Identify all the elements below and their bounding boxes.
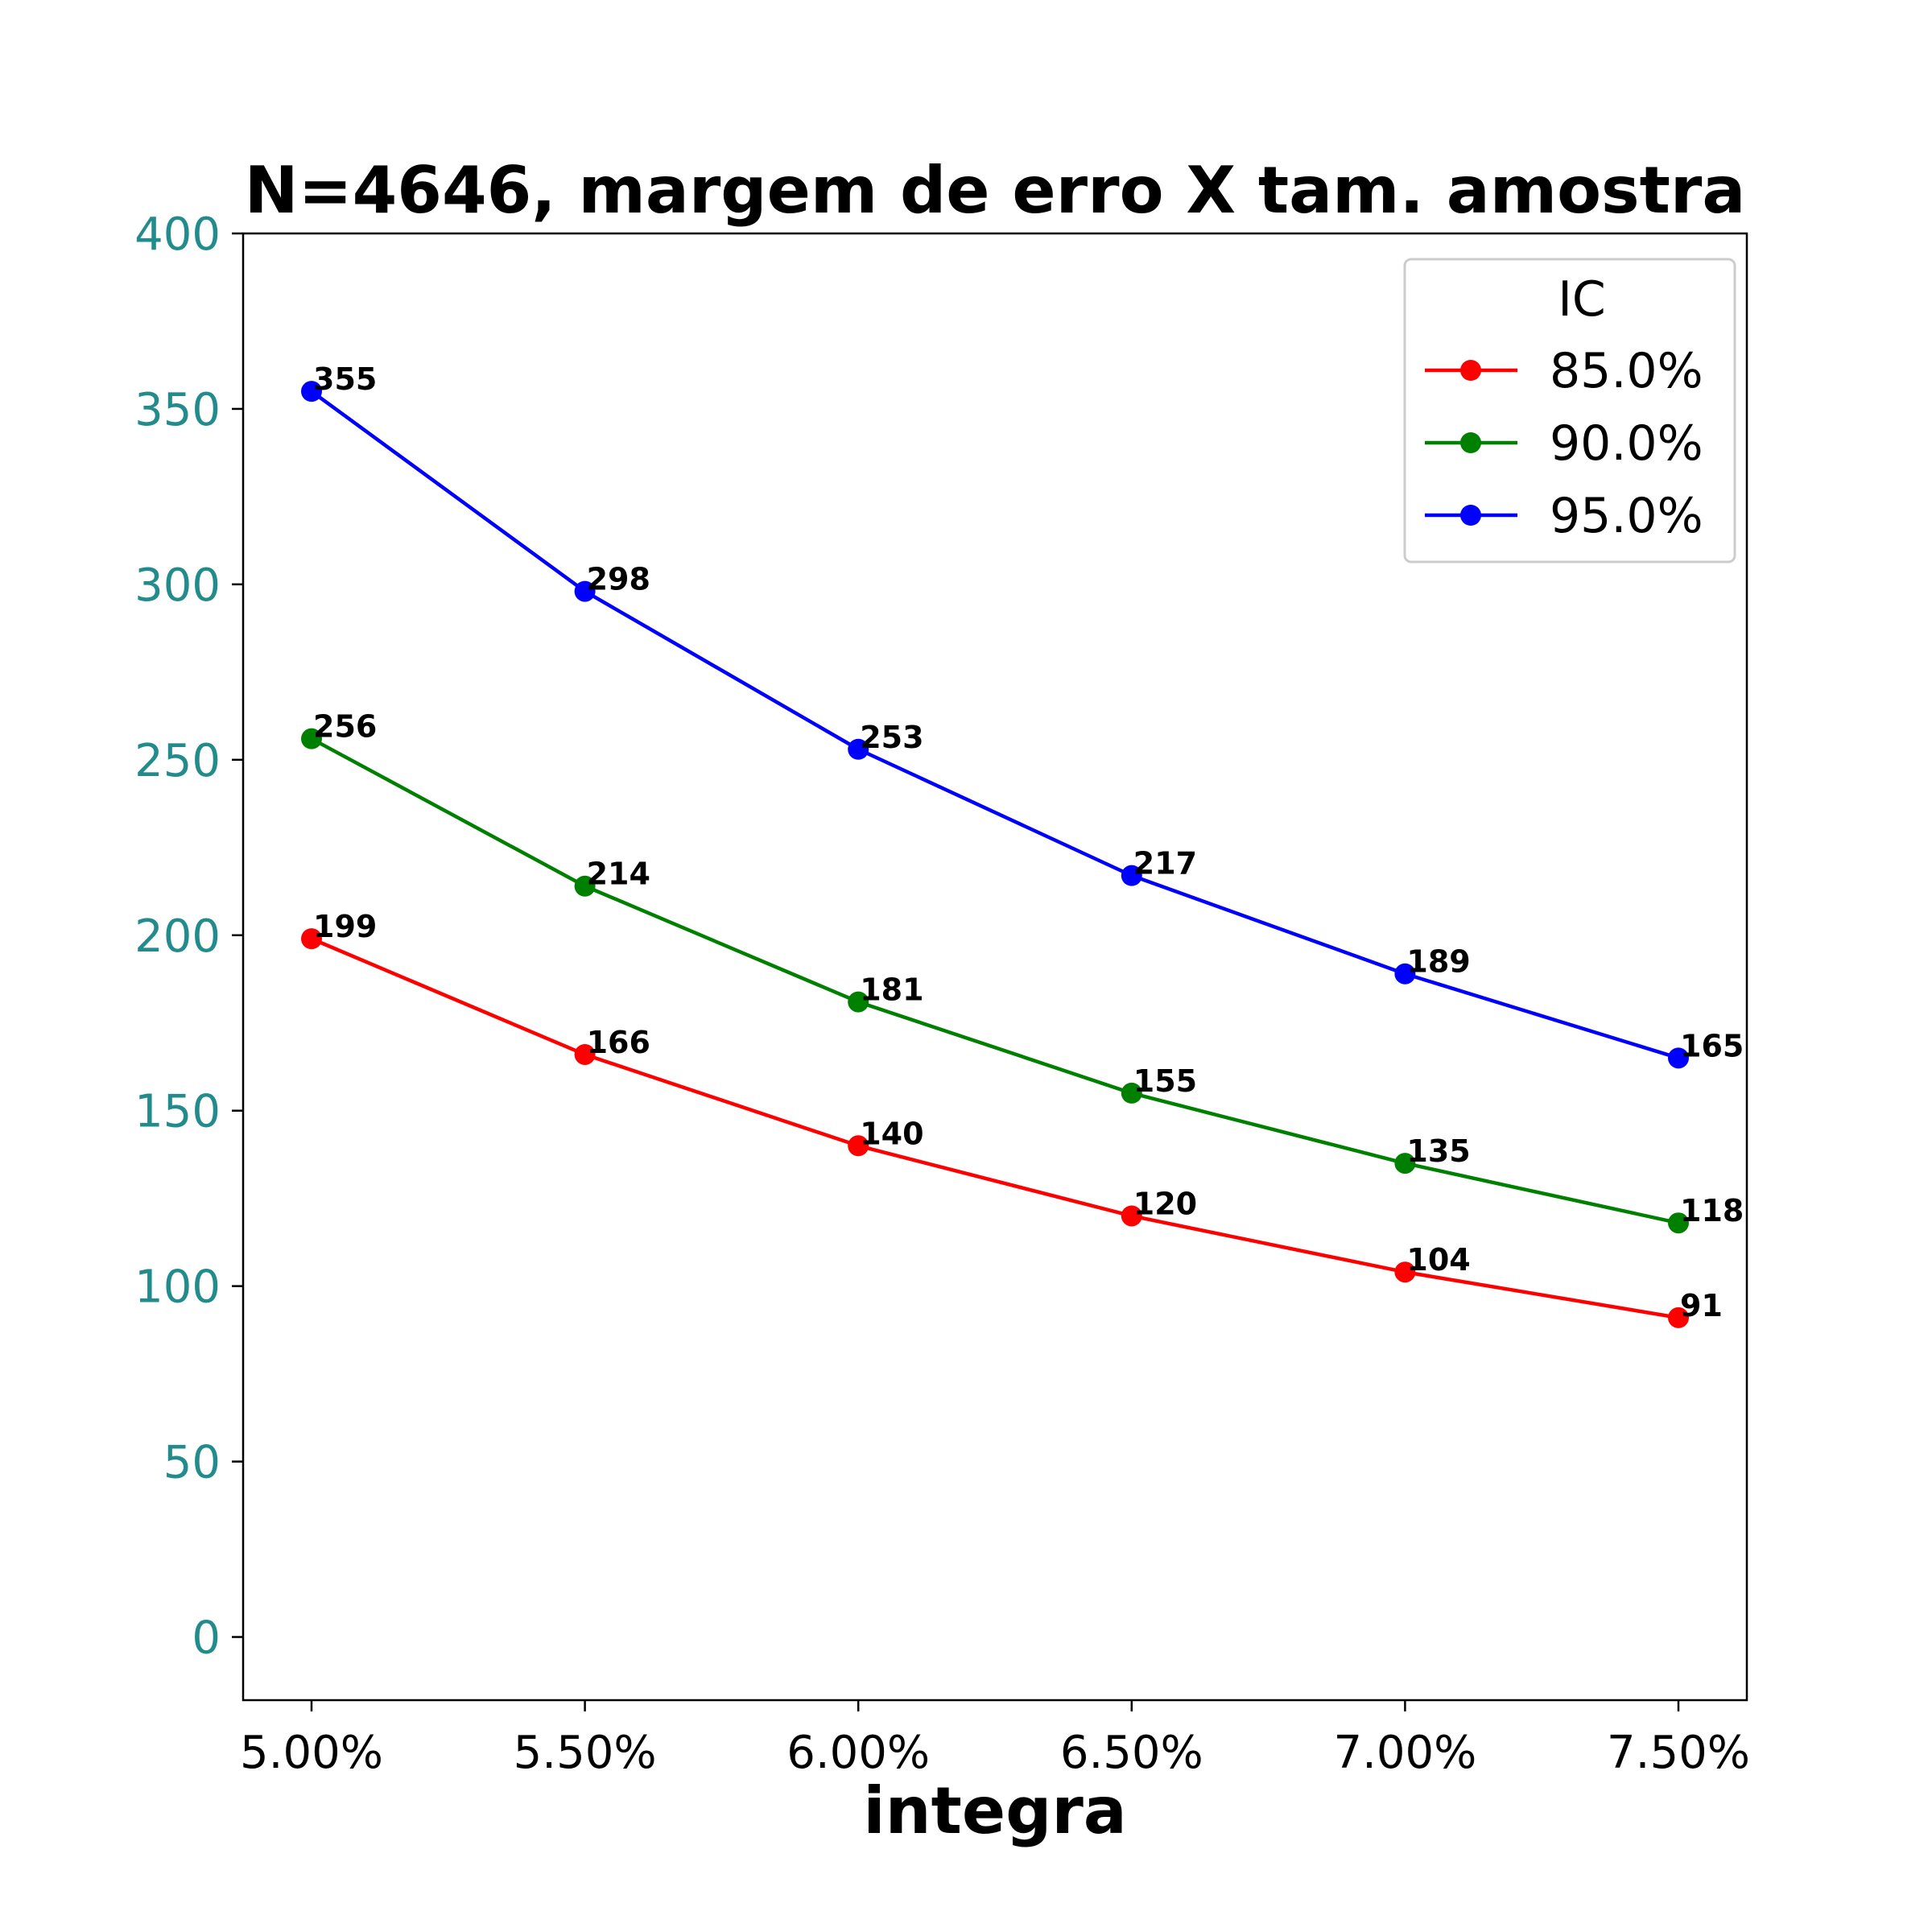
data-point xyxy=(1668,1307,1689,1328)
legend-marker-1 xyxy=(1460,432,1481,453)
data-label: 181 xyxy=(860,972,923,1008)
data-point xyxy=(1394,963,1416,985)
x-tick-label: 6.00% xyxy=(786,1727,930,1779)
y-tick-label: 150 xyxy=(134,1086,221,1138)
data-label: 253 xyxy=(860,720,923,755)
series-line-1 xyxy=(310,737,1679,1225)
legend-entry-2: 95.0% xyxy=(1550,488,1703,544)
data-point xyxy=(574,1043,596,1065)
y-tick-label: 100 xyxy=(134,1261,221,1314)
data-label: 135 xyxy=(1406,1133,1470,1169)
series-line-2 xyxy=(310,390,1679,1060)
data-label: 104 xyxy=(1406,1242,1470,1278)
y-tick-label: 400 xyxy=(134,208,221,261)
x-tick-label: 5.50% xyxy=(514,1727,657,1779)
data-label: 256 xyxy=(313,709,377,745)
axes-frame xyxy=(242,232,1748,1702)
legend: IC 85.0% 90.0% 95.0% xyxy=(1403,258,1736,564)
data-point xyxy=(1121,1205,1142,1227)
data-point xyxy=(848,738,869,760)
data-point xyxy=(848,991,869,1013)
legend-marker-2 xyxy=(1460,505,1481,526)
data-point xyxy=(1121,865,1142,886)
data-label: 298 xyxy=(587,562,650,597)
plot-area: 0 50 100 150 200 250 300 350 400 5.00% 5.50% 6.00% 6… xyxy=(134,208,1750,1779)
data-label: 199 xyxy=(313,909,377,944)
data-point xyxy=(301,381,322,402)
data-label: 355 xyxy=(313,361,377,397)
y-tick-label: 250 xyxy=(134,735,221,787)
data-point xyxy=(1394,1261,1416,1283)
data-point xyxy=(1668,1212,1689,1234)
legend-title: IC xyxy=(1558,271,1606,328)
data-point xyxy=(1668,1047,1689,1069)
data-point xyxy=(574,580,596,602)
data-label: 189 xyxy=(1406,944,1470,980)
data-label: 91 xyxy=(1680,1288,1723,1323)
y-tick-label: 300 xyxy=(134,559,221,612)
x-tick-label: 7.50% xyxy=(1607,1727,1750,1779)
data-point xyxy=(301,928,322,950)
data-label: 118 xyxy=(1680,1193,1744,1228)
x-tick-label: 6.50% xyxy=(1060,1727,1203,1779)
data-label: 214 xyxy=(587,857,650,892)
legend-entry-0: 85.0% xyxy=(1550,343,1703,399)
x-tick-label: 5.00% xyxy=(240,1727,383,1779)
data-label: 217 xyxy=(1133,846,1197,881)
y-tick-label: 50 xyxy=(163,1437,221,1489)
y-tick-label: 200 xyxy=(134,910,221,963)
x-tick-label: 7.00% xyxy=(1333,1727,1476,1779)
data-point xyxy=(1121,1082,1142,1104)
series-line-0 xyxy=(311,937,1679,1320)
data-label: 155 xyxy=(1133,1063,1197,1099)
data-point xyxy=(1394,1153,1416,1174)
legend-marker-0 xyxy=(1460,360,1481,381)
legend-entry-1: 90.0% xyxy=(1550,415,1703,472)
data-label: 166 xyxy=(587,1025,650,1060)
y-tick-label: 350 xyxy=(134,384,221,436)
data-label: 165 xyxy=(1680,1028,1744,1063)
data-point xyxy=(848,1135,869,1157)
legend-box xyxy=(1403,258,1736,564)
chart-title: N=4646, margem de erro X tam. amostra xyxy=(245,153,1746,228)
data-label: 140 xyxy=(860,1116,923,1151)
data-label: 120 xyxy=(1133,1186,1197,1221)
data-point xyxy=(574,875,596,897)
data-point xyxy=(301,728,322,749)
x-axis-label: integra xyxy=(863,1773,1127,1848)
y-tick-label: 0 xyxy=(192,1612,221,1665)
